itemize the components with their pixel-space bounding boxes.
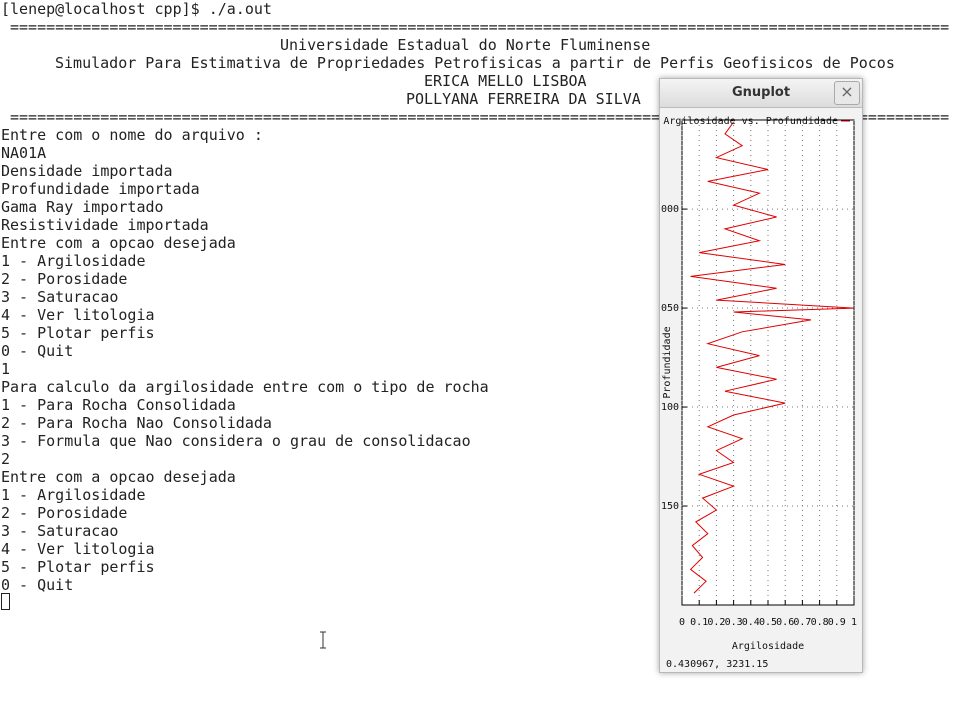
terminal-line: 3 - Formula que Nao considera o grau de …	[1, 432, 471, 450]
data-line	[689, 121, 855, 594]
terminal-line: Para calculo da argilosidade entre com o…	[1, 378, 489, 396]
close-button[interactable]: ×	[834, 81, 860, 105]
x-axis-label: Argilosidade	[732, 641, 804, 652]
terminal-line: [lenep@localhost cpp]$ ./a.out	[1, 0, 272, 18]
gnuplot-window: Gnuplot × 000 050 100 150 0 0.1 0.2 0.3 0.4 0.5 0.…	[659, 78, 863, 673]
terminal-line: 4 - Ver litologia	[1, 306, 155, 324]
terminal-line: 2 - Porosidade	[1, 504, 128, 522]
plot-area	[681, 119, 855, 606]
y-tick-label: 150	[661, 501, 679, 512]
text-cursor	[1, 593, 10, 610]
terminal-line: Profundidade importada	[1, 180, 200, 198]
title-bar: Gnuplot	[660, 79, 862, 108]
terminal-line: 4 - Ver litologia	[1, 540, 155, 558]
x-tick-label: 0.6	[776, 617, 794, 628]
status-text: 0.430967, 3231.15	[666, 659, 768, 670]
mouse-cursor	[320, 631, 326, 649]
plot: 000 050 100 150 0 0.1 0.2 0.3 0.4 0.5 0.6 0.7 0.8 0.9…	[661, 116, 857, 670]
terminal-line: Universidade Estadual do Norte Fluminens…	[280, 36, 651, 54]
x-tick-label: 0.5	[759, 617, 777, 628]
terminal-line: 0 - Quit	[1, 576, 74, 594]
x-tick-label: 0.7	[793, 617, 811, 628]
terminal-line: ERICA MELLO LISBOA	[424, 72, 587, 90]
terminal-line: 1 - Para Rocha Consolidada	[1, 396, 236, 414]
terminal-line: 3 - Saturacao	[1, 522, 119, 540]
terminal-line: 1 - Argilosidade	[1, 252, 146, 270]
terminal-line: ========================================…	[10, 18, 950, 36]
terminal-line: Simulador Para Estimativa de Propriedade…	[55, 54, 895, 72]
terminal-line: Entre com a opcao desejada	[1, 468, 236, 486]
y-axis-label: Profundidade	[662, 326, 673, 398]
terminal-line: 1 - Argilosidade	[1, 486, 146, 504]
terminal-line: Entre com a opcao desejada	[1, 234, 236, 252]
x-tick-label: 0.3	[725, 617, 743, 628]
terminal-line: Resistividade importada	[1, 216, 209, 234]
terminal-line: 2	[1, 450, 11, 468]
x-tick-label: 0	[679, 617, 685, 628]
terminal-line: 2 - Porosidade	[1, 270, 128, 288]
x-tick-label: 0.2	[707, 617, 725, 628]
terminal-line: Entre com o nome do arquivo :	[1, 126, 263, 144]
y-tick-label: 000	[661, 204, 679, 215]
y-tick-label: 100	[661, 402, 679, 413]
window-title: Gnuplot	[731, 85, 791, 100]
terminal-line: 5 - Plotar perfis	[1, 558, 155, 576]
terminal-line: Gama Ray importado	[1, 198, 164, 216]
terminal-line: 5 - Plotar perfis	[1, 324, 155, 342]
terminal-line: 1	[1, 360, 11, 378]
terminal-line: POLLYANA FERREIRA DA SILVA	[406, 90, 641, 108]
terminal-line: 0 - Quit	[1, 342, 74, 360]
x-tick-label: 1	[851, 617, 857, 628]
terminal-line: 2 - Para Rocha Nao Consolidada	[1, 414, 272, 432]
x-tick-label: 0.4	[742, 617, 760, 628]
x-tick-label: 0.8	[811, 617, 829, 628]
y-tick-label: 050	[661, 303, 679, 314]
terminal-line: NA01A	[1, 144, 47, 162]
x-tick-label: 0.9	[828, 617, 846, 628]
terminal-line: 3 - Saturacao	[1, 288, 119, 306]
x-tick-label: 0.1	[690, 617, 708, 628]
legend-label: Argilosidade vs. Profundidade	[663, 116, 838, 127]
terminal-line: Densidade importada	[1, 162, 173, 180]
